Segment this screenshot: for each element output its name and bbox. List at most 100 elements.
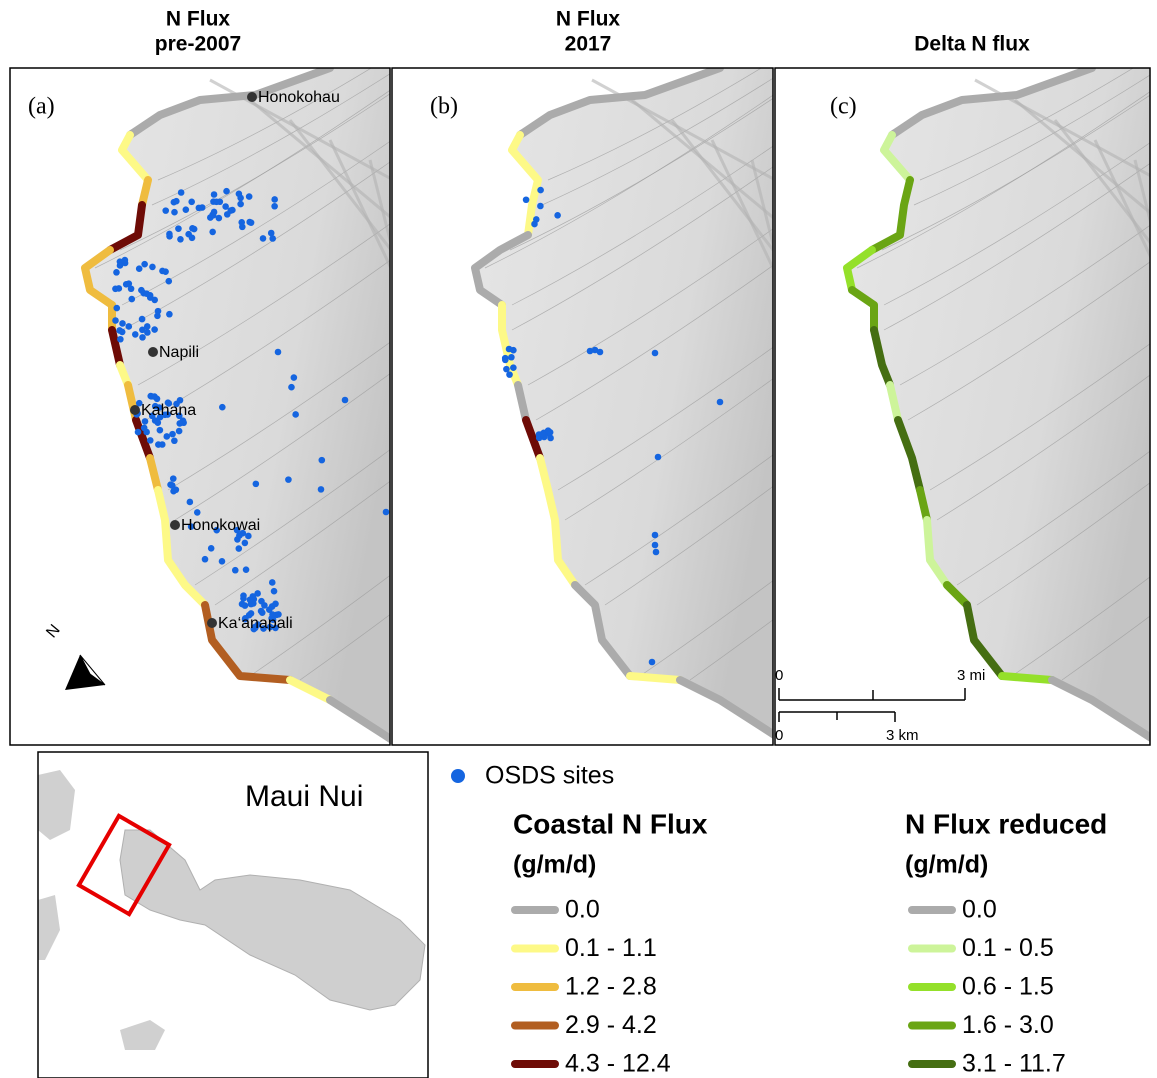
osds-site bbox=[539, 431, 546, 438]
legend-label: OSDS sites bbox=[485, 762, 614, 790]
osds-site bbox=[653, 549, 660, 556]
osds-site bbox=[503, 366, 510, 373]
osds-site bbox=[222, 203, 229, 210]
osds-site bbox=[155, 441, 162, 448]
osds-site bbox=[285, 476, 292, 483]
osds-site bbox=[116, 285, 123, 292]
panel-title: N Flux bbox=[166, 8, 230, 31]
osds-site bbox=[112, 317, 119, 324]
osds-site bbox=[119, 320, 126, 327]
legend-label: 0.1 - 1.1 bbox=[565, 934, 657, 962]
legend-title: N Flux reduced bbox=[905, 808, 1107, 839]
osds-site bbox=[117, 262, 124, 269]
osds-site bbox=[247, 596, 254, 603]
osds-site bbox=[169, 431, 176, 438]
osds-site bbox=[268, 230, 275, 237]
coast-segment bbox=[1002, 676, 1052, 680]
panel-label: (b) bbox=[430, 94, 458, 120]
osds-site bbox=[176, 428, 183, 435]
legend-units: (g/m/d) bbox=[905, 851, 988, 879]
osds-site bbox=[128, 296, 135, 303]
osds-site bbox=[652, 532, 659, 539]
osds-site bbox=[139, 334, 146, 341]
osds-site bbox=[183, 206, 190, 213]
inset-map bbox=[38, 770, 425, 1050]
osds-site bbox=[239, 224, 246, 231]
osds-site bbox=[143, 290, 150, 297]
osds-site bbox=[194, 509, 201, 516]
osds-site bbox=[216, 215, 223, 222]
osds-site bbox=[537, 203, 544, 210]
osds-site bbox=[291, 374, 298, 381]
osds-site bbox=[232, 567, 239, 574]
scale-label: 0 bbox=[775, 667, 783, 684]
osds-site bbox=[383, 509, 390, 516]
osds-site bbox=[652, 350, 659, 357]
osds-site bbox=[652, 542, 659, 549]
osds-site bbox=[269, 579, 276, 586]
osds-site bbox=[502, 355, 509, 362]
osds-site bbox=[537, 187, 544, 194]
scale-label: 0 bbox=[775, 727, 783, 744]
osds-site bbox=[547, 435, 554, 442]
island bbox=[120, 1020, 165, 1050]
osds-site bbox=[175, 225, 182, 232]
osds-site bbox=[171, 486, 178, 493]
place-dot bbox=[130, 405, 140, 415]
osds-site bbox=[547, 429, 554, 436]
osds-site bbox=[717, 399, 724, 406]
osds-site bbox=[342, 397, 349, 404]
osds-site bbox=[271, 196, 278, 203]
island bbox=[38, 770, 75, 840]
osds-site bbox=[117, 336, 124, 343]
osds-site bbox=[187, 499, 194, 506]
osds-site bbox=[159, 268, 166, 275]
legend-label: 0.1 - 0.5 bbox=[962, 934, 1054, 962]
osds-site bbox=[271, 203, 278, 210]
osds-site bbox=[209, 229, 216, 236]
osds-site bbox=[135, 429, 142, 436]
figure: HonokohauNapiliKahanaHonokowaiKa‘anapali… bbox=[0, 0, 1157, 1078]
osds-site bbox=[141, 261, 148, 268]
osds-site bbox=[128, 285, 135, 292]
osds-site bbox=[655, 454, 662, 461]
island bbox=[38, 895, 60, 960]
osds-site bbox=[166, 311, 173, 318]
osds-site bbox=[649, 659, 656, 666]
osds-site bbox=[223, 188, 230, 195]
osds-site bbox=[523, 196, 530, 203]
osds-site bbox=[165, 278, 172, 285]
legend-label: 2.9 - 4.2 bbox=[565, 1011, 657, 1039]
osds-site bbox=[260, 235, 267, 242]
osds-site bbox=[151, 393, 158, 400]
legend-title: Coastal N Flux bbox=[513, 808, 708, 839]
osds-site bbox=[271, 588, 278, 595]
osds-site bbox=[318, 486, 325, 493]
osds-site bbox=[178, 189, 185, 196]
osds-site bbox=[246, 193, 253, 200]
osds-site bbox=[119, 329, 126, 336]
osds-site bbox=[196, 205, 203, 212]
osds-site bbox=[155, 308, 162, 315]
osds-site bbox=[208, 545, 215, 552]
place-dot bbox=[247, 92, 257, 102]
osds-site bbox=[171, 209, 178, 216]
osds-site bbox=[506, 346, 513, 353]
legend-label: 1.6 - 3.0 bbox=[962, 1011, 1054, 1039]
osds-site bbox=[125, 323, 132, 330]
osds-site bbox=[254, 590, 261, 597]
legend-label: 3.1 - 11.7 bbox=[962, 1050, 1066, 1078]
scale-label: 3 km bbox=[886, 727, 919, 744]
osds-site bbox=[253, 481, 260, 488]
legend-label: 0.0 bbox=[565, 896, 600, 924]
osds-site bbox=[113, 305, 120, 312]
inset-title: Maui Nui bbox=[245, 780, 363, 813]
osds-site bbox=[143, 429, 150, 436]
osds-site bbox=[173, 198, 180, 205]
osds-site bbox=[162, 207, 169, 214]
osds-site bbox=[123, 281, 130, 288]
legend-label: 0.6 - 1.5 bbox=[962, 973, 1054, 1001]
osds-site bbox=[288, 384, 295, 391]
legend-dot bbox=[451, 769, 465, 783]
osds-site bbox=[508, 354, 515, 361]
